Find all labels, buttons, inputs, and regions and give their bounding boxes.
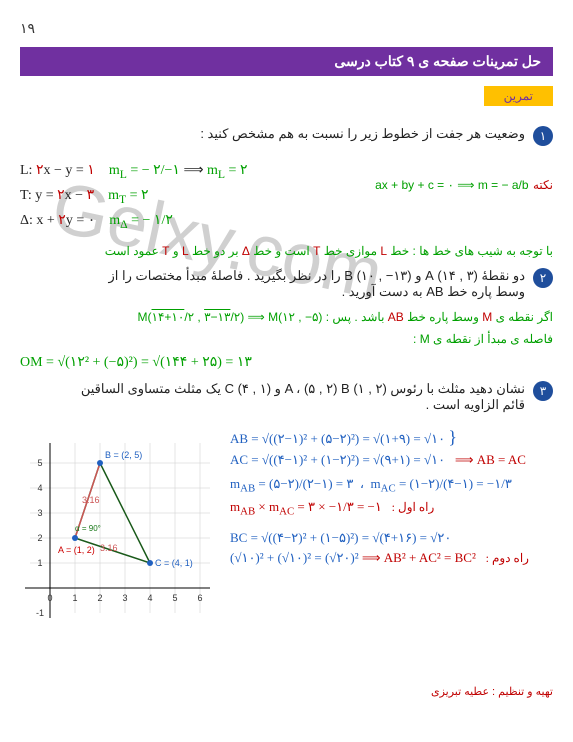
svg-text:A = (1, 2): A = (1, 2) [58,545,95,555]
svg-text:0: 0 [47,593,52,603]
q2-text1: دو نقطهٔ (۳ , ۱۴) A و (۱۳− , ۱۰) B را در… [108,268,525,284]
q3-number: ۳ [533,381,553,401]
page-number: ۱۹ [20,20,553,37]
q1-number: ۱ [533,126,553,146]
title-bar: حل تمرینات صفحه ی ۹ کتاب درسی [20,47,553,76]
q2-prefix: اگر نقطه ی M وسط پاره خط AB باشد . پس : … [20,310,553,324]
svg-text:3: 3 [122,593,127,603]
q2-text2: وسط پاره خط AB به دست آورید . [108,284,525,300]
svg-text:C = (4, 1): C = (4, 1) [155,558,193,568]
graph-svg: 012 3456 123 45-1 B = (2, 5) A = (1, 2) … [20,433,220,633]
q1-text: وضعیت هر جفت از خطوط زیر را نسبت به هم م… [200,126,525,142]
svg-text:3.16: 3.16 [82,495,100,505]
svg-text:α = 90°: α = 90° [75,524,101,533]
svg-text:3: 3 [37,508,42,518]
page-content: ۱۹ حل تمرینات صفحه ی ۹ کتاب درسی تمرین ۱… [20,20,553,648]
q3-text1: نشان دهید مثلث با رئوس (۲ , ۱) A ، (۵ , … [81,381,525,397]
note-label: نکته [533,178,553,192]
footer: تهیه و تنظیم : عطیه تبریزی [431,685,553,698]
question-3: ۳ نشان دهید مثلث با رئوس (۲ , ۱) A ، (۵ … [20,381,553,413]
svg-text:4: 4 [147,593,152,603]
q2-number: ۲ [533,268,553,288]
q1-line2: T: y = ۲x − ۳ mT = ۲ [20,187,375,206]
q1-conclusion: با توجه به شیب های خط ها : خط L موازی خط… [20,244,553,258]
q2-dist-label: فاصله ی مبدأ از نقطه ی M : [20,332,553,346]
svg-text:B = (2, 5): B = (2, 5) [105,450,142,460]
question-2: ۲ دو نقطهٔ (۳ , ۱۴) A و (۱۳− , ۱۰) B را … [20,268,553,300]
q1-line3: Δ: x + ۲y = ۰ mΔ = − ۱/۲ [20,212,375,231]
svg-text:1: 1 [37,558,42,568]
svg-text:4: 4 [37,483,42,493]
svg-text:1: 1 [72,593,77,603]
exercise-label: تمرین [484,86,553,106]
svg-text:5: 5 [172,593,177,603]
question-1: ۱ وضعیت هر جفت از خطوط زیر را نسبت به هم… [20,126,553,146]
q2-formula2: OM = √(۱۲² + (−۵)²) = √(۱۴۴ + ۲۵) = ۱۳ [20,354,553,371]
q3-text2: قائم الزاویه است . [81,397,525,413]
svg-text:6: 6 [197,593,202,603]
svg-text:3.16: 3.16 [100,543,118,553]
q1-line1: L: ۲x − y = ۱ mL = − ۲/−۱ ⟹ mL = ۲ [20,162,375,181]
svg-text:2: 2 [97,593,102,603]
svg-text:-1: -1 [36,608,44,618]
svg-text:2: 2 [37,533,42,543]
svg-text:5: 5 [37,458,42,468]
triangle-graph: 012 3456 123 45-1 B = (2, 5) A = (1, 2) … [20,433,220,638]
note-formula: ax + by + c = ۰ ⟹ m = − a/b [375,178,528,192]
